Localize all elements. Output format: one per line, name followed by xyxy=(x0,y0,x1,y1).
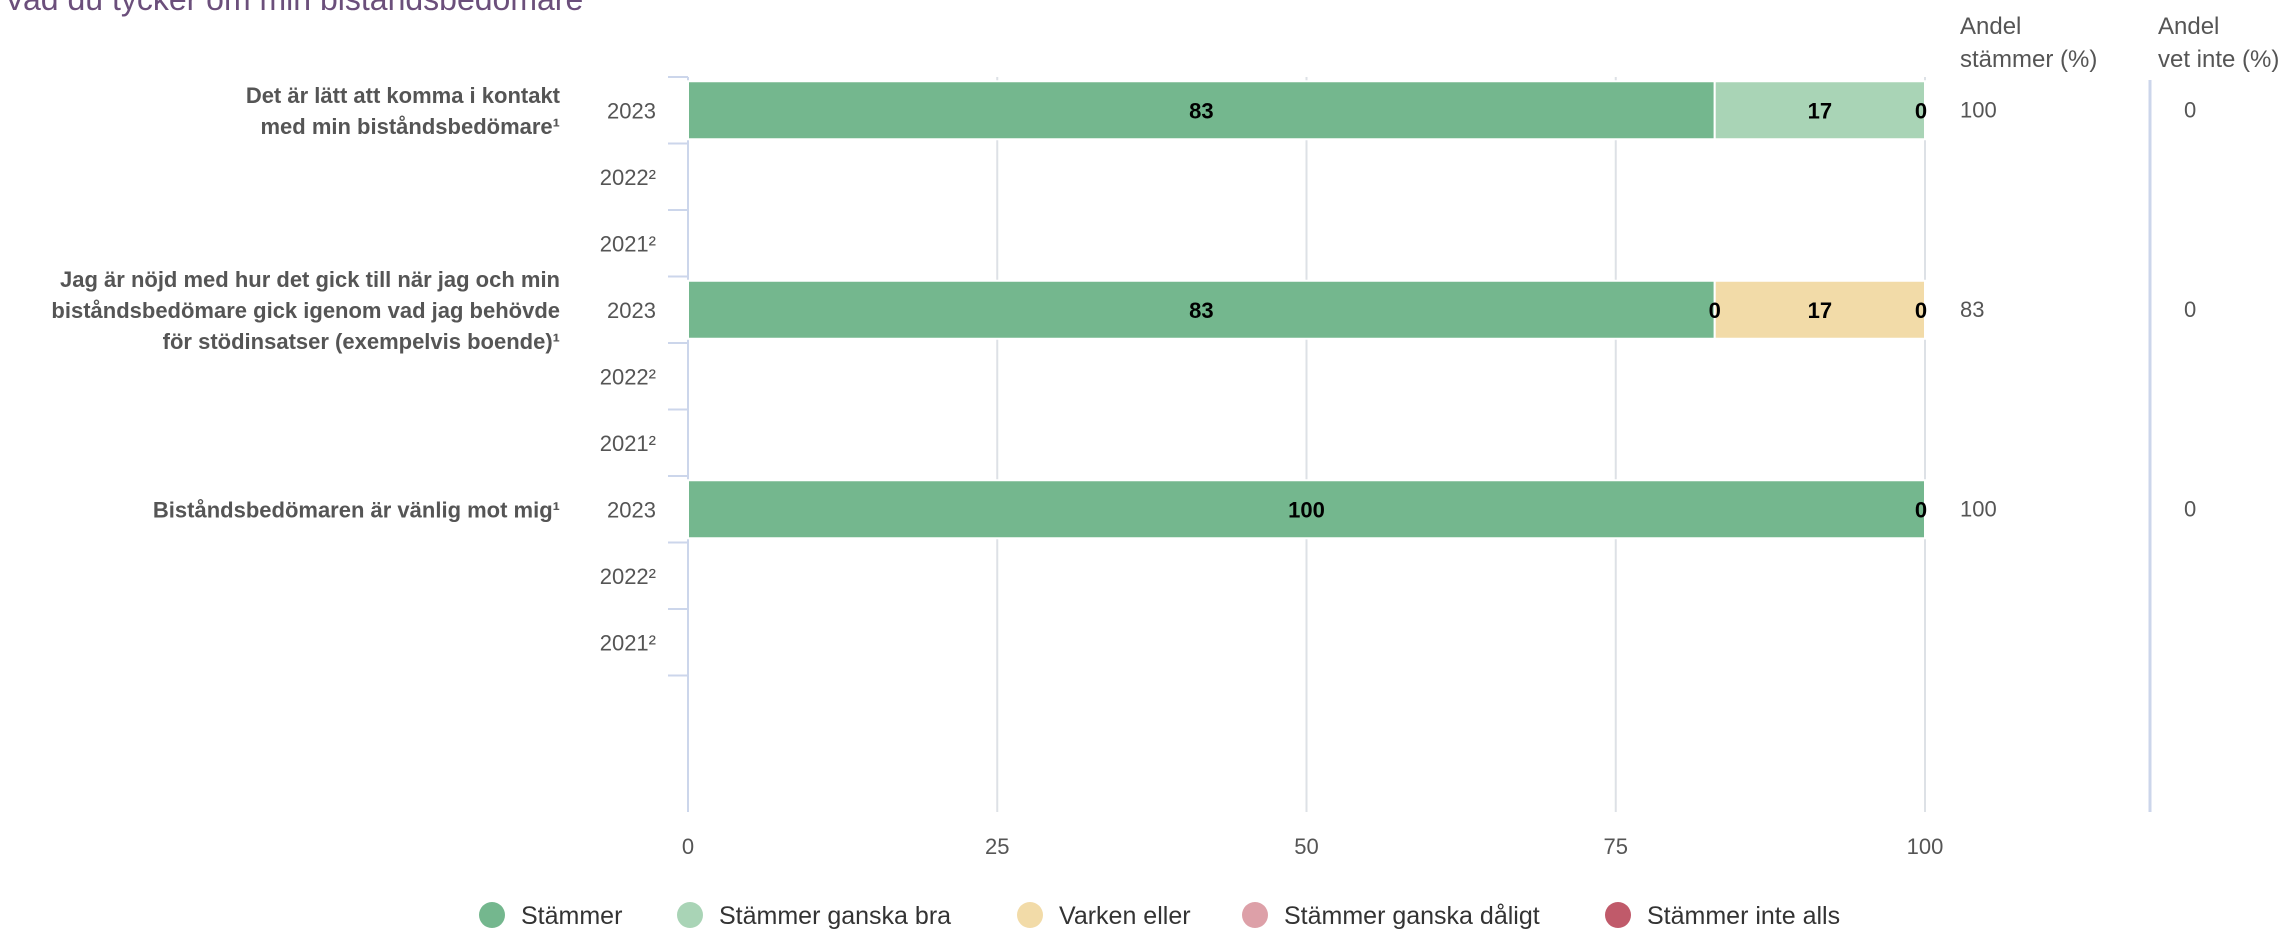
data-label: 0 xyxy=(1915,497,1927,522)
labels: 83 17 0 83 0 17 0 100 0 xyxy=(1189,98,1927,522)
data-label: 17 xyxy=(1808,298,1832,323)
x-tick-label: 100 xyxy=(1907,834,1944,859)
year-label: 2022² xyxy=(600,564,656,589)
data-label: 83 xyxy=(1189,98,1213,123)
year-label: 2023 xyxy=(607,497,656,522)
year-label: 2021² xyxy=(600,630,656,655)
column-header-andel-vet-inte: Andel xyxy=(2158,13,2219,40)
year-label: 2023 xyxy=(607,98,656,123)
question-label: Jag är nöjd med hur det gick till när ja… xyxy=(60,267,560,292)
andel-stammer-value: 100 xyxy=(1960,496,1997,521)
legend-label: Stämmer xyxy=(521,902,622,930)
andel-vet-inte-value: 0 xyxy=(2184,297,2196,322)
year-label: 2023 xyxy=(607,298,656,323)
bar-segment xyxy=(1713,80,1926,141)
legend-label: Varken eller xyxy=(1059,902,1191,930)
legend[interactable]: Stämmer Stämmer ganska bra Varken eller Stä… xyxy=(479,902,1840,930)
legend-label: Stämmer ganska bra xyxy=(719,902,951,930)
x-tick-label: 25 xyxy=(985,834,1009,859)
gridlines xyxy=(687,77,1926,812)
andel-vet-inte-value: 0 xyxy=(2184,97,2196,122)
question-label: med min biståndsbedömare¹ xyxy=(260,114,560,139)
legend-item[interactable]: Stämmer xyxy=(479,902,622,930)
question-label: biståndsbedömare gick igenom vad jag beh… xyxy=(51,298,560,323)
andel-stammer-value: 83 xyxy=(1960,297,1984,322)
legend-swatch xyxy=(677,902,703,928)
year-label: 2021² xyxy=(600,231,656,256)
bar-segment xyxy=(1713,279,1926,340)
legend-item[interactable]: Stämmer inte alls xyxy=(1605,902,1840,930)
year-label: 2022² xyxy=(600,165,656,190)
chart-title: Vad du tycker om min biståndsbedömare xyxy=(4,0,583,17)
legend-swatch xyxy=(1242,902,1268,928)
year-label: 2022² xyxy=(600,364,656,389)
y-axis: 0 25 50 75 100 2023 2022² 2021² Det är lätt att … xyxy=(51,76,1944,859)
column-header-andel-stammer: Andel xyxy=(1960,13,2021,40)
question-label: Biståndsbedömaren är vänlig mot mig¹ xyxy=(153,497,560,522)
bar-segment xyxy=(687,479,1926,540)
data-label: 0 xyxy=(1709,298,1721,323)
bars xyxy=(687,80,1926,540)
legend-swatch xyxy=(479,902,505,928)
legend-item[interactable]: Stämmer ganska bra xyxy=(677,902,951,930)
data-label: 0 xyxy=(1915,298,1927,323)
year-label: 2021² xyxy=(600,431,656,456)
legend-item[interactable]: Varken eller xyxy=(1017,902,1191,930)
bar-segment xyxy=(687,80,1716,141)
legend-item[interactable]: Stämmer ganska dåligt xyxy=(1242,902,1540,930)
andel-stammer-value: 100 xyxy=(1960,97,1997,122)
value-columns: 100 0 83 0 100 0 Andel stämmer (%) Andel vet inte… xyxy=(1960,13,2279,812)
x-tick-label: 0 xyxy=(682,834,694,859)
data-label: 100 xyxy=(1288,497,1325,522)
question-label: för stödinsatser (exempelvis boende)¹ xyxy=(163,329,560,354)
data-label: 0 xyxy=(1915,98,1927,123)
legend-label: Stämmer ganska dåligt xyxy=(1284,902,1540,930)
column-header-andel-stammer: stämmer (%) xyxy=(1960,46,2097,73)
x-tick-label: 75 xyxy=(1604,834,1628,859)
legend-label: Stämmer inte alls xyxy=(1647,902,1840,930)
legend-swatch xyxy=(1017,902,1043,928)
legend-swatch xyxy=(1605,902,1631,928)
column-header-andel-vet-inte: vet inte (%) xyxy=(2158,46,2279,73)
question-label: Det är lätt att komma i kontakt xyxy=(246,83,561,108)
data-label: 17 xyxy=(1808,98,1832,123)
andel-vet-inte-value: 0 xyxy=(2184,496,2196,521)
data-label: 83 xyxy=(1189,298,1213,323)
x-tick-label: 50 xyxy=(1294,834,1318,859)
